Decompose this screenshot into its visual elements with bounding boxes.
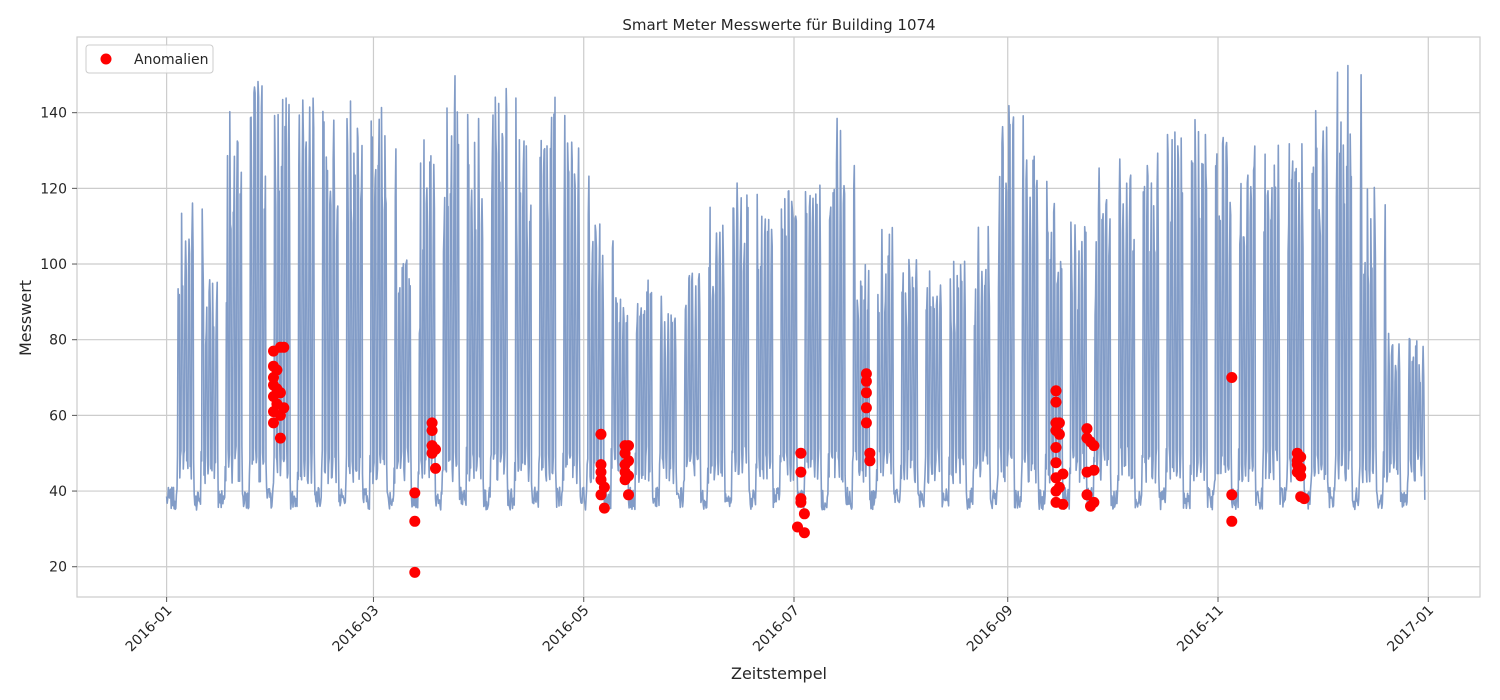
anomaly-point bbox=[278, 341, 290, 353]
x-tick-label: 2016-07 bbox=[750, 603, 803, 656]
chart-title: Smart Meter Messwerte für Building 1074 bbox=[622, 16, 935, 34]
anomaly-point bbox=[430, 462, 441, 474]
legend-box bbox=[85, 44, 214, 74]
anomaly-point bbox=[795, 496, 807, 508]
anomaly-point bbox=[798, 527, 810, 539]
anomaly-point bbox=[1053, 428, 1065, 440]
anomaly-point bbox=[1226, 372, 1238, 383]
y-axis-ticks: 20 40 60 80 100 120 140 bbox=[40, 106, 77, 576]
x-axis-label: Zeitstempel bbox=[731, 664, 827, 683]
y-tick-label: 20 bbox=[49, 560, 67, 576]
y-tick-label: 60 bbox=[49, 408, 67, 424]
anomaly-point bbox=[1081, 489, 1093, 501]
measurement-line bbox=[165, 64, 1426, 511]
anomaly-point bbox=[1053, 417, 1065, 429]
anomaly-point bbox=[623, 455, 634, 467]
anomaly-point bbox=[1050, 385, 1062, 397]
y-tick-label: 140 bbox=[40, 106, 67, 122]
anomaly-point bbox=[795, 466, 807, 478]
legend-label: Anomalien bbox=[134, 52, 209, 68]
anomaly-point bbox=[271, 364, 283, 376]
anomaly-point bbox=[798, 508, 810, 520]
anomaly-point bbox=[598, 502, 610, 514]
x-axis-ticks: 2016-01 2016-03 2016-05 2016-07 2016-09 2016-… bbox=[123, 597, 1437, 655]
anomaly-point bbox=[1295, 451, 1307, 463]
anomaly-point bbox=[1050, 396, 1062, 408]
anomaly-point bbox=[409, 487, 421, 499]
anomaly-point bbox=[1088, 496, 1100, 508]
anomaly-point bbox=[860, 417, 872, 429]
anomaly-point bbox=[860, 375, 872, 387]
anomaly-point bbox=[598, 481, 610, 493]
anomaly-point bbox=[1053, 481, 1065, 493]
anomaly-point bbox=[864, 447, 876, 459]
anomaly-points bbox=[268, 341, 1310, 578]
anomaly-point bbox=[409, 515, 421, 527]
y-tick-label: 40 bbox=[49, 484, 67, 500]
anomaly-point bbox=[1057, 498, 1069, 510]
anomaly-point bbox=[623, 489, 634, 501]
anomaly-point bbox=[1057, 468, 1069, 480]
y-tick-label: 120 bbox=[40, 181, 67, 197]
anomaly-point bbox=[1088, 440, 1100, 452]
anomaly-point bbox=[409, 566, 421, 578]
x-tick-label: 2016-01 bbox=[123, 603, 176, 656]
anomaly-point bbox=[274, 432, 286, 444]
x-tick-label: 2016-11 bbox=[1174, 603, 1227, 656]
anomaly-point bbox=[864, 455, 876, 467]
anomaly-point bbox=[1088, 464, 1100, 476]
anomaly-point bbox=[1050, 442, 1062, 453]
plot-frame bbox=[76, 36, 1481, 598]
x-tick-label: 2016-05 bbox=[540, 603, 593, 656]
anomaly-point bbox=[268, 417, 279, 429]
x-tick-label: 2016-03 bbox=[330, 603, 383, 656]
x-tick-label: 2016-09 bbox=[964, 603, 1017, 656]
anomaly-point bbox=[860, 402, 872, 414]
y-tick-label: 80 bbox=[49, 333, 67, 349]
anomaly-point bbox=[595, 428, 607, 440]
anomaly-point bbox=[623, 440, 634, 452]
anomaly-point bbox=[595, 466, 607, 478]
x-tick-label: 2017-01 bbox=[1384, 603, 1437, 656]
anomaly-point bbox=[426, 417, 438, 429]
legend-marker bbox=[100, 53, 112, 65]
anomaly-point bbox=[1298, 493, 1310, 505]
anomaly-point bbox=[274, 387, 286, 399]
anomaly-point bbox=[1226, 489, 1238, 501]
anomaly-point bbox=[430, 443, 441, 455]
anomaly-point bbox=[1081, 423, 1093, 435]
anomaly-point bbox=[1295, 470, 1307, 482]
anomaly-point bbox=[1226, 515, 1238, 527]
y-axis-label: Messwert bbox=[16, 280, 35, 356]
anomaly-point bbox=[623, 470, 634, 482]
series-line bbox=[165, 64, 1426, 511]
legend: Anomalien bbox=[85, 44, 214, 74]
anomaly-point bbox=[426, 425, 438, 436]
anomaly-point bbox=[1050, 457, 1062, 469]
anomaly-point bbox=[860, 387, 872, 399]
y-tick-label: 100 bbox=[40, 257, 67, 273]
anomaly-point bbox=[278, 402, 290, 414]
anomaly-point bbox=[795, 447, 807, 459]
